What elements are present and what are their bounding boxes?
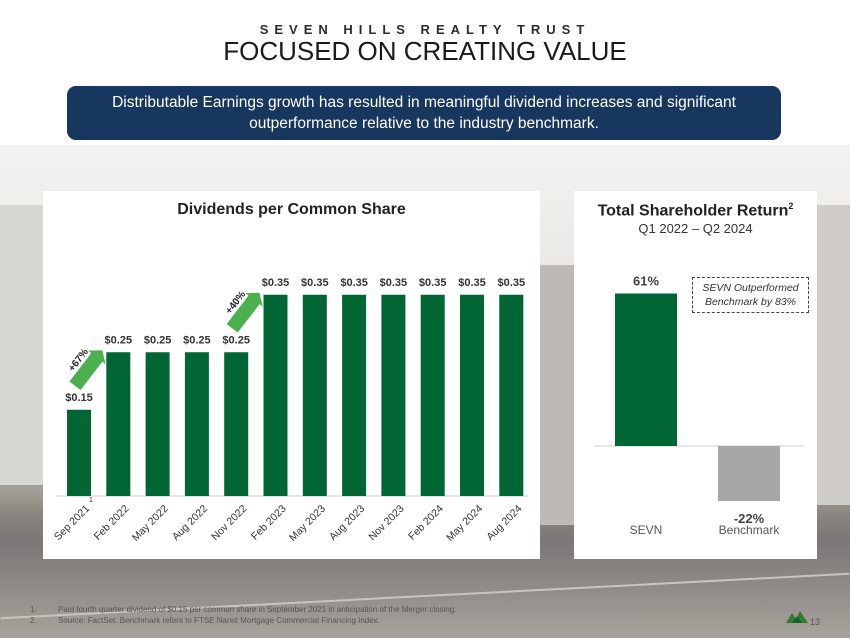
tsr-data-label: 61% (633, 274, 659, 289)
tsr-bar (615, 293, 677, 446)
dividend-bar (499, 294, 524, 496)
tsr-title-footnote: 2 (788, 201, 794, 211)
tsr-chart: 61% SEVN -22%Benchmark (594, 274, 804, 537)
dividend-bar (184, 352, 209, 496)
tsr-chart-subtitle: Q1 2022 – Q2 2024 (638, 221, 753, 236)
tsr-category-label: Benchmark (719, 523, 781, 537)
dividend-data-label: $0.25 (183, 334, 211, 346)
x-tick-label: Aug 2023 (327, 503, 367, 543)
footnote-2: 2. Source: FactSet. Benchmark refers to F… (30, 616, 380, 625)
x-tick-label: Sep 2021 (52, 503, 92, 543)
footnotes: 1. Paid fourth quarter dividend of $0.15 … (30, 604, 730, 626)
dividend-data-label: $0.35 (458, 277, 486, 289)
dividend-bar (145, 352, 170, 496)
mountain-logo-icon (786, 611, 808, 623)
dividend-data-label: $0.35 (340, 277, 368, 289)
x-tick-label: Nov 2023 (366, 503, 406, 543)
x-tick-label: May 2023 (287, 503, 328, 544)
dividend-bar (302, 294, 327, 496)
tsr-chart-title: Total Shareholder Return2 (574, 201, 817, 220)
x-tick-label: Aug 2022 (170, 503, 210, 543)
tsr-title-text: Total Shareholder Return (597, 202, 789, 220)
dividends-chart-panel: Dividends per Common Share $0.15 Sep 2021… (43, 191, 540, 559)
x-tick-footnote: 1 (89, 497, 93, 504)
dividends-chart-title: Dividends per Common Share (177, 201, 406, 218)
x-tick-label: Aug 2024 (484, 503, 524, 543)
dividend-bar (106, 352, 131, 496)
company-name: SEVEN HILLS REALTY TRUST (259, 22, 591, 37)
tsr-category-label: SEVN (630, 523, 663, 537)
x-tick-label: May 2022 (130, 503, 171, 544)
page-title: FOCUSED ON CREATING VALUE (223, 36, 627, 66)
summary-banner: Distributable Earnings growth has result… (67, 86, 781, 140)
x-tick-label: Nov 2022 (209, 503, 249, 543)
x-tick-label: Feb 2023 (249, 503, 289, 543)
growth-arrow: +67% (66, 347, 106, 391)
outperformance-callout: SEVN Outperformed Benchmark by 83% (692, 277, 809, 313)
growth-arrow-shape (69, 350, 106, 391)
x-tick-label: May 2024 (444, 503, 485, 544)
page-number: 13 (810, 617, 821, 627)
growth-arrow: +40% (224, 289, 263, 333)
dividend-data-label: $0.35 (419, 277, 447, 289)
tsr-bar (718, 446, 780, 501)
dividend-data-label: $0.25 (105, 334, 133, 346)
dividend-data-label: $0.35 (262, 277, 290, 289)
dividend-data-label: $0.35 (498, 277, 526, 289)
dividend-data-label: $0.15 (65, 392, 93, 404)
dividend-bar (420, 294, 445, 496)
x-tick-label: Feb 2022 (92, 503, 132, 543)
dividend-bar (381, 294, 406, 496)
dividend-data-label: $0.25 (144, 334, 172, 346)
dividend-bar (263, 294, 288, 496)
dividend-bar (224, 352, 249, 496)
dividend-bar (342, 294, 367, 496)
dividend-data-label: $0.35 (301, 277, 329, 289)
x-tick-label: Feb 2024 (406, 503, 446, 543)
footnote-1: 1. Paid fourth quarter dividend of $0.15 … (30, 605, 457, 614)
dividend-bar (67, 409, 91, 496)
dividend-data-label: $0.35 (380, 277, 408, 289)
growth-arrow-shape (226, 292, 263, 333)
dividend-bar (460, 294, 484, 496)
dividend-data-label: $0.25 (222, 334, 250, 346)
tsr-data-label: -22% (734, 511, 765, 526)
tsr-chart-panel: Total Shareholder Return2 Q1 2022 – Q2 2… (574, 191, 817, 559)
